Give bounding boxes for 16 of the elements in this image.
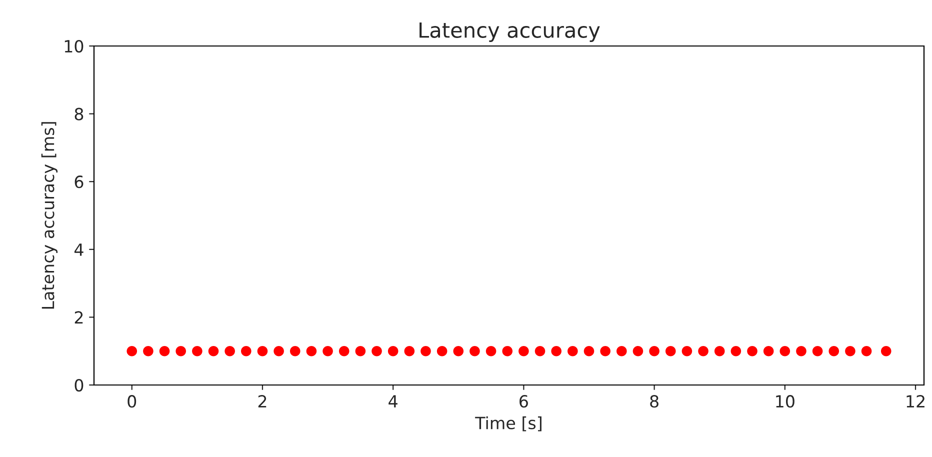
x-tick-label: 6 — [520, 395, 528, 408]
x-tick-label: 8 — [650, 395, 658, 408]
x-tick-label: 4 — [388, 395, 398, 408]
x-tick-label: 10 — [776, 395, 794, 408]
y-axis-title: Latency accuracy [ms] — [41, 122, 58, 309]
y-tick-label: 8 — [74, 108, 84, 120]
y-tick-label: 0 — [74, 378, 84, 392]
x-tick-label: 12 — [906, 395, 924, 408]
x-axis-title: Time [s] — [475, 416, 542, 432]
x-tick-label: 2 — [258, 395, 266, 408]
y-tick-label: 4 — [74, 244, 84, 256]
chart-title: Latency accuracy — [420, 22, 600, 42]
y-tick-label: 2 — [74, 311, 83, 324]
y-tick-label: 10 — [64, 40, 84, 53]
y-tick-label: 6 — [74, 176, 84, 188]
x-tick-label: 0 — [128, 395, 136, 408]
